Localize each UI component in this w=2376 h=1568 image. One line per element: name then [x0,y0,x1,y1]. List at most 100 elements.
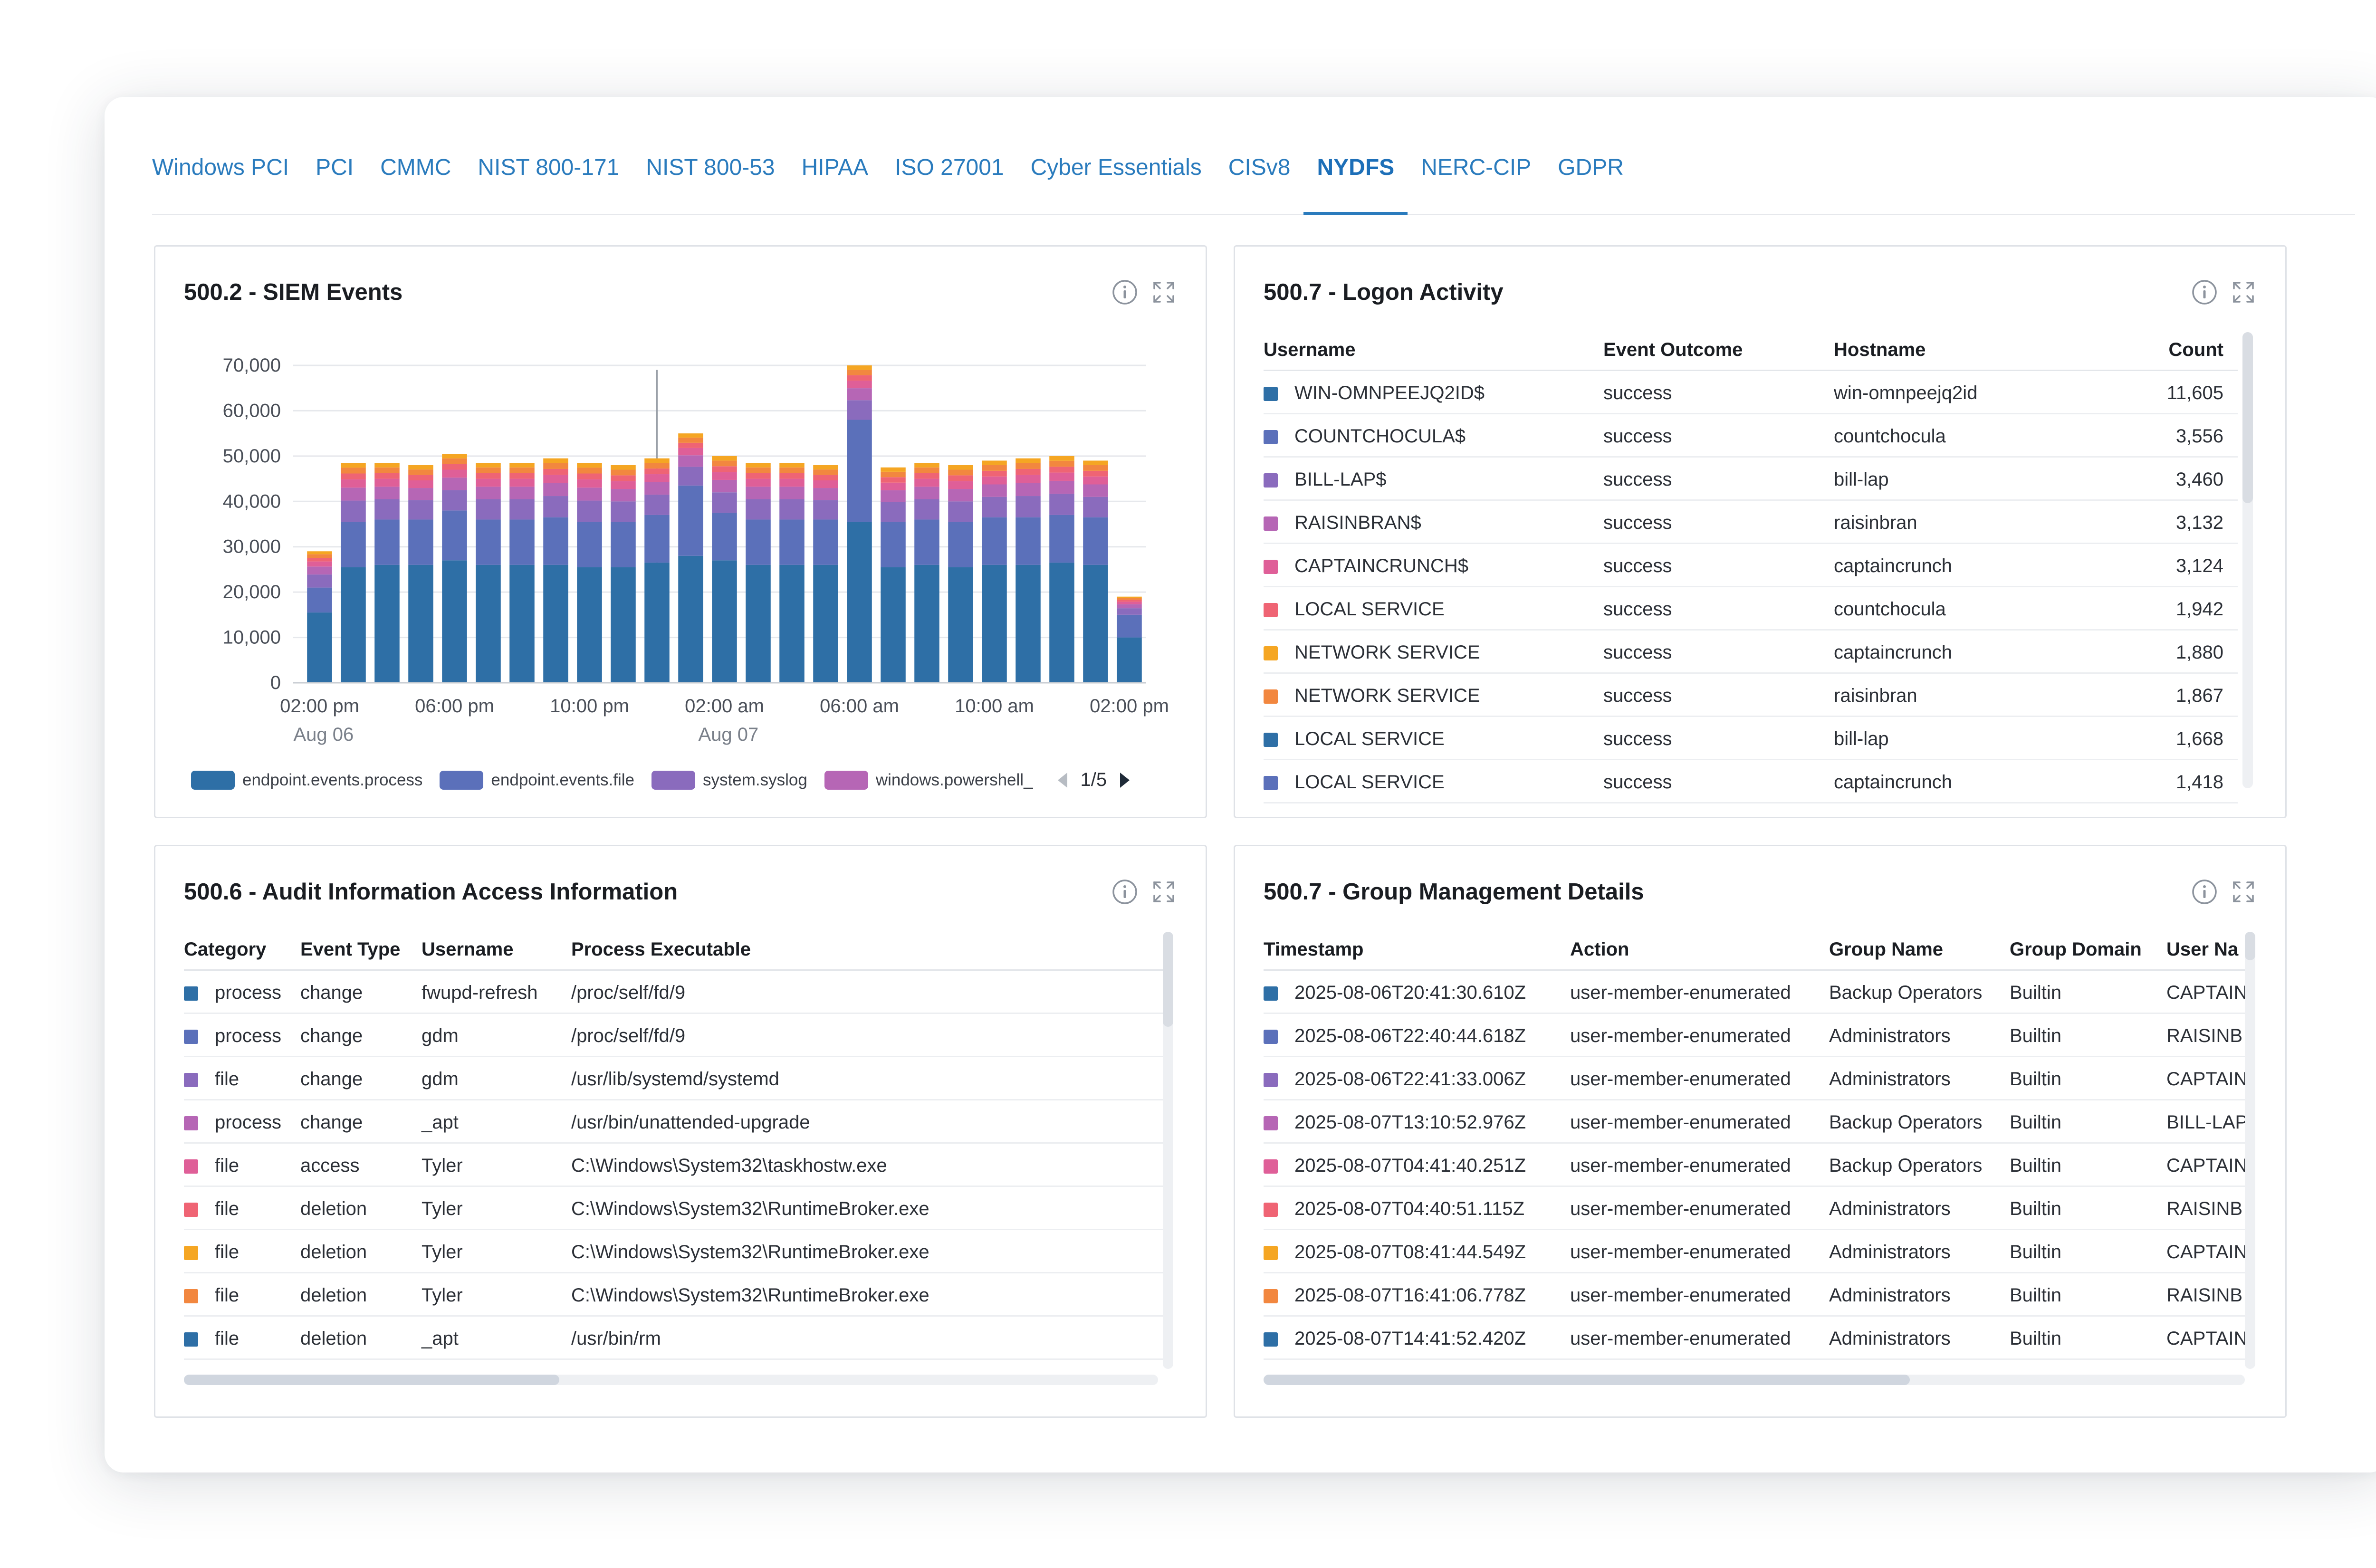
table-cell: user-member-enumerated [1570,1112,1791,1133]
table-cell: Administrators [1829,1242,1951,1262]
table-row[interactable]: 2025-08-07T04:40:51.115Z user-member-enum… [1264,1187,2245,1230]
prev-page-icon[interactable] [1055,771,1069,790]
table-row[interactable]: process change fwupd-refresh/proc/self/fd/… [184,971,1163,1014]
column-header[interactable]: Hostname [1834,339,1926,360]
vertical-scrollbar[interactable] [2242,332,2253,788]
table-row[interactable]: file deletion _apt/usr/bin/rm [184,1317,1163,1360]
column-header[interactable]: Action [1570,939,1629,960]
table-row[interactable]: COUNTCHOCULA$ success countchocula 3,556 [1264,414,2238,458]
bar-segment [1117,602,1142,604]
table-row[interactable]: 2025-08-07T08:41:44.549Z user-member-enum… [1264,1230,2245,1273]
bar-segment [678,437,703,443]
bar-segment [1117,600,1142,602]
table-row[interactable]: file deletion Tyler C:\Windows\System32\Run… [184,1187,1163,1230]
bar-segment [1016,475,1041,483]
column-header[interactable]: Event Outcome [1603,339,1743,360]
info-icon[interactable] [2191,279,2218,306]
bar-segment [341,567,366,683]
table-row[interactable]: 2025-08-06T22:41:33.006Z user-member-enum… [1264,1057,2245,1100]
legend-item[interactable]: endpoint.events.file [440,770,634,790]
bar-segment [1083,470,1108,477]
tab-windows-pci[interactable]: Windows PCI [152,155,289,180]
table-row[interactable]: WIN-OMNPEEJQ2ID$ success win-omnpeejq2id 11… [1264,371,2238,414]
bar-segment [1117,604,1142,609]
color-swatch [184,1073,198,1087]
table-row[interactable]: BILL-LAP$ success bill-lap 3,460 [1264,458,2238,501]
tab-nist-800-171[interactable]: NIST 800-171 [478,155,620,180]
info-icon[interactable] [1111,879,1138,905]
table-cell: user-member-enumerated [1570,1285,1791,1306]
column-header[interactable]: Timestamp [1264,939,1364,960]
column-header[interactable]: Group Name [1829,939,1944,960]
tab-nist-800-53[interactable]: NIST 800-53 [646,155,775,180]
tab-gdpr[interactable]: GDPR [1558,155,1624,180]
bar-segment [746,463,771,468]
table-row[interactable]: CAPTAINCRUNCH$ success captaincrunch 3,124 [1264,544,2238,587]
legend-item[interactable]: endpoint.events.process [191,770,422,790]
bar-segment [476,463,501,468]
table-cell: NETWORK SERVICE [1294,642,1480,663]
table-cell: file [215,1328,240,1349]
column-header[interactable]: Category [184,939,267,960]
vertical-scrollbar[interactable] [2245,932,2255,1369]
bar-segment [678,485,703,556]
tab-cisv8[interactable]: CISv8 [1228,155,1291,180]
table-cell: CAPTAIN [2166,982,2245,1003]
table-cell: deletion [300,1242,367,1262]
tab-nydfs[interactable]: NYDFS [1303,154,1408,215]
tab-hipaa[interactable]: HIPAA [801,155,869,180]
tab-pci[interactable]: PCI [316,155,354,180]
info-icon[interactable] [1111,279,1138,306]
table-cell: Tyler [422,1155,463,1176]
expand-icon[interactable] [2230,279,2257,306]
table-row[interactable]: 2025-08-06T20:41:30.610Z user-member-enum… [1264,971,2245,1014]
table-row[interactable]: LOCAL SERVICE success captaincrunch 1,418 [1264,760,2238,803]
column-header[interactable]: User Na [2166,939,2239,960]
table-row[interactable]: LOCAL SERVICE success bill-lap 1,668 [1264,717,2238,760]
expand-icon[interactable] [1150,279,1177,306]
table-row[interactable]: file deletion Tyler C:\Windows\System32\Run… [184,1273,1163,1317]
table-cell: Administrators [1829,1198,1951,1219]
table-row[interactable]: NETWORK SERVICE success captaincrunch 1,880 [1264,631,2238,674]
table-row[interactable]: RAISINBRAN$ success raisinbran 3,132 [1264,501,2238,544]
legend-item[interactable]: system.syslog [651,770,807,790]
table-row[interactable]: 2025-08-07T13:10:52.976Z user-member-enum… [1264,1100,2245,1144]
legend-item[interactable]: windows.powershell_ [824,770,1033,790]
bar-segment [712,472,737,480]
bar-segment [948,481,973,489]
table-row[interactable]: NETWORK SERVICE success raisinbran 1,867 [1264,674,2238,717]
tab-cyber-essentials[interactable]: Cyber Essentials [1030,155,1202,180]
tab-nerc-cip[interactable]: NERC-CIP [1421,155,1532,180]
table-row[interactable]: process change gdm/proc/self/fd/9 [184,1014,1163,1057]
table-row[interactable]: file deletion Tyler C:\Windows\System32\Run… [184,1230,1163,1273]
column-header[interactable]: Process Executable [571,939,751,960]
table-row[interactable]: 2025-08-07T04:41:40.251Z user-member-enum… [1264,1144,2245,1187]
bar-segment [746,499,771,520]
table-row[interactable]: 2025-08-06T22:40:44.618Z user-member-enum… [1264,1014,2245,1057]
column-header[interactable]: Event Type [300,939,401,960]
table-row[interactable]: file access Tyler C:\Windows\System32\taskh… [184,1144,1163,1187]
expand-icon[interactable] [1150,879,1177,905]
table-row[interactable]: file change gdm/usr/lib/systemd/systemd [184,1057,1163,1100]
info-icon[interactable] [2191,879,2218,905]
color-swatch [1264,430,1278,444]
table-row[interactable]: process change _apt/usr/bin/unattended-upg… [184,1100,1163,1144]
tab-cmmc[interactable]: CMMC [380,155,451,180]
bar-segment [408,564,433,683]
column-header[interactable]: Count [2168,339,2223,360]
table-row[interactable]: 2025-08-07T14:41:52.420Z user-member-enum… [1264,1317,2245,1360]
horizontal-scrollbar[interactable] [1264,1375,2245,1385]
bar-segment [847,420,872,522]
next-page-icon[interactable] [1118,771,1132,790]
column-header[interactable]: Username [1264,339,1356,360]
column-header[interactable]: Group Domain [2010,939,2142,960]
vertical-scrollbar[interactable] [1163,932,1173,1369]
table-row[interactable]: LOCAL SERVICE success countchocula 1,942 [1264,587,2238,631]
bar-segment [1049,472,1074,481]
x-tick-label: 02:00 am [685,696,764,717]
tab-iso-27001[interactable]: ISO 27001 [895,155,1004,180]
expand-icon[interactable] [2230,879,2257,905]
column-header[interactable]: Username [422,939,514,960]
table-row[interactable]: 2025-08-07T16:41:06.778Z user-member-enum… [1264,1273,2245,1317]
horizontal-scrollbar[interactable] [184,1375,1158,1385]
